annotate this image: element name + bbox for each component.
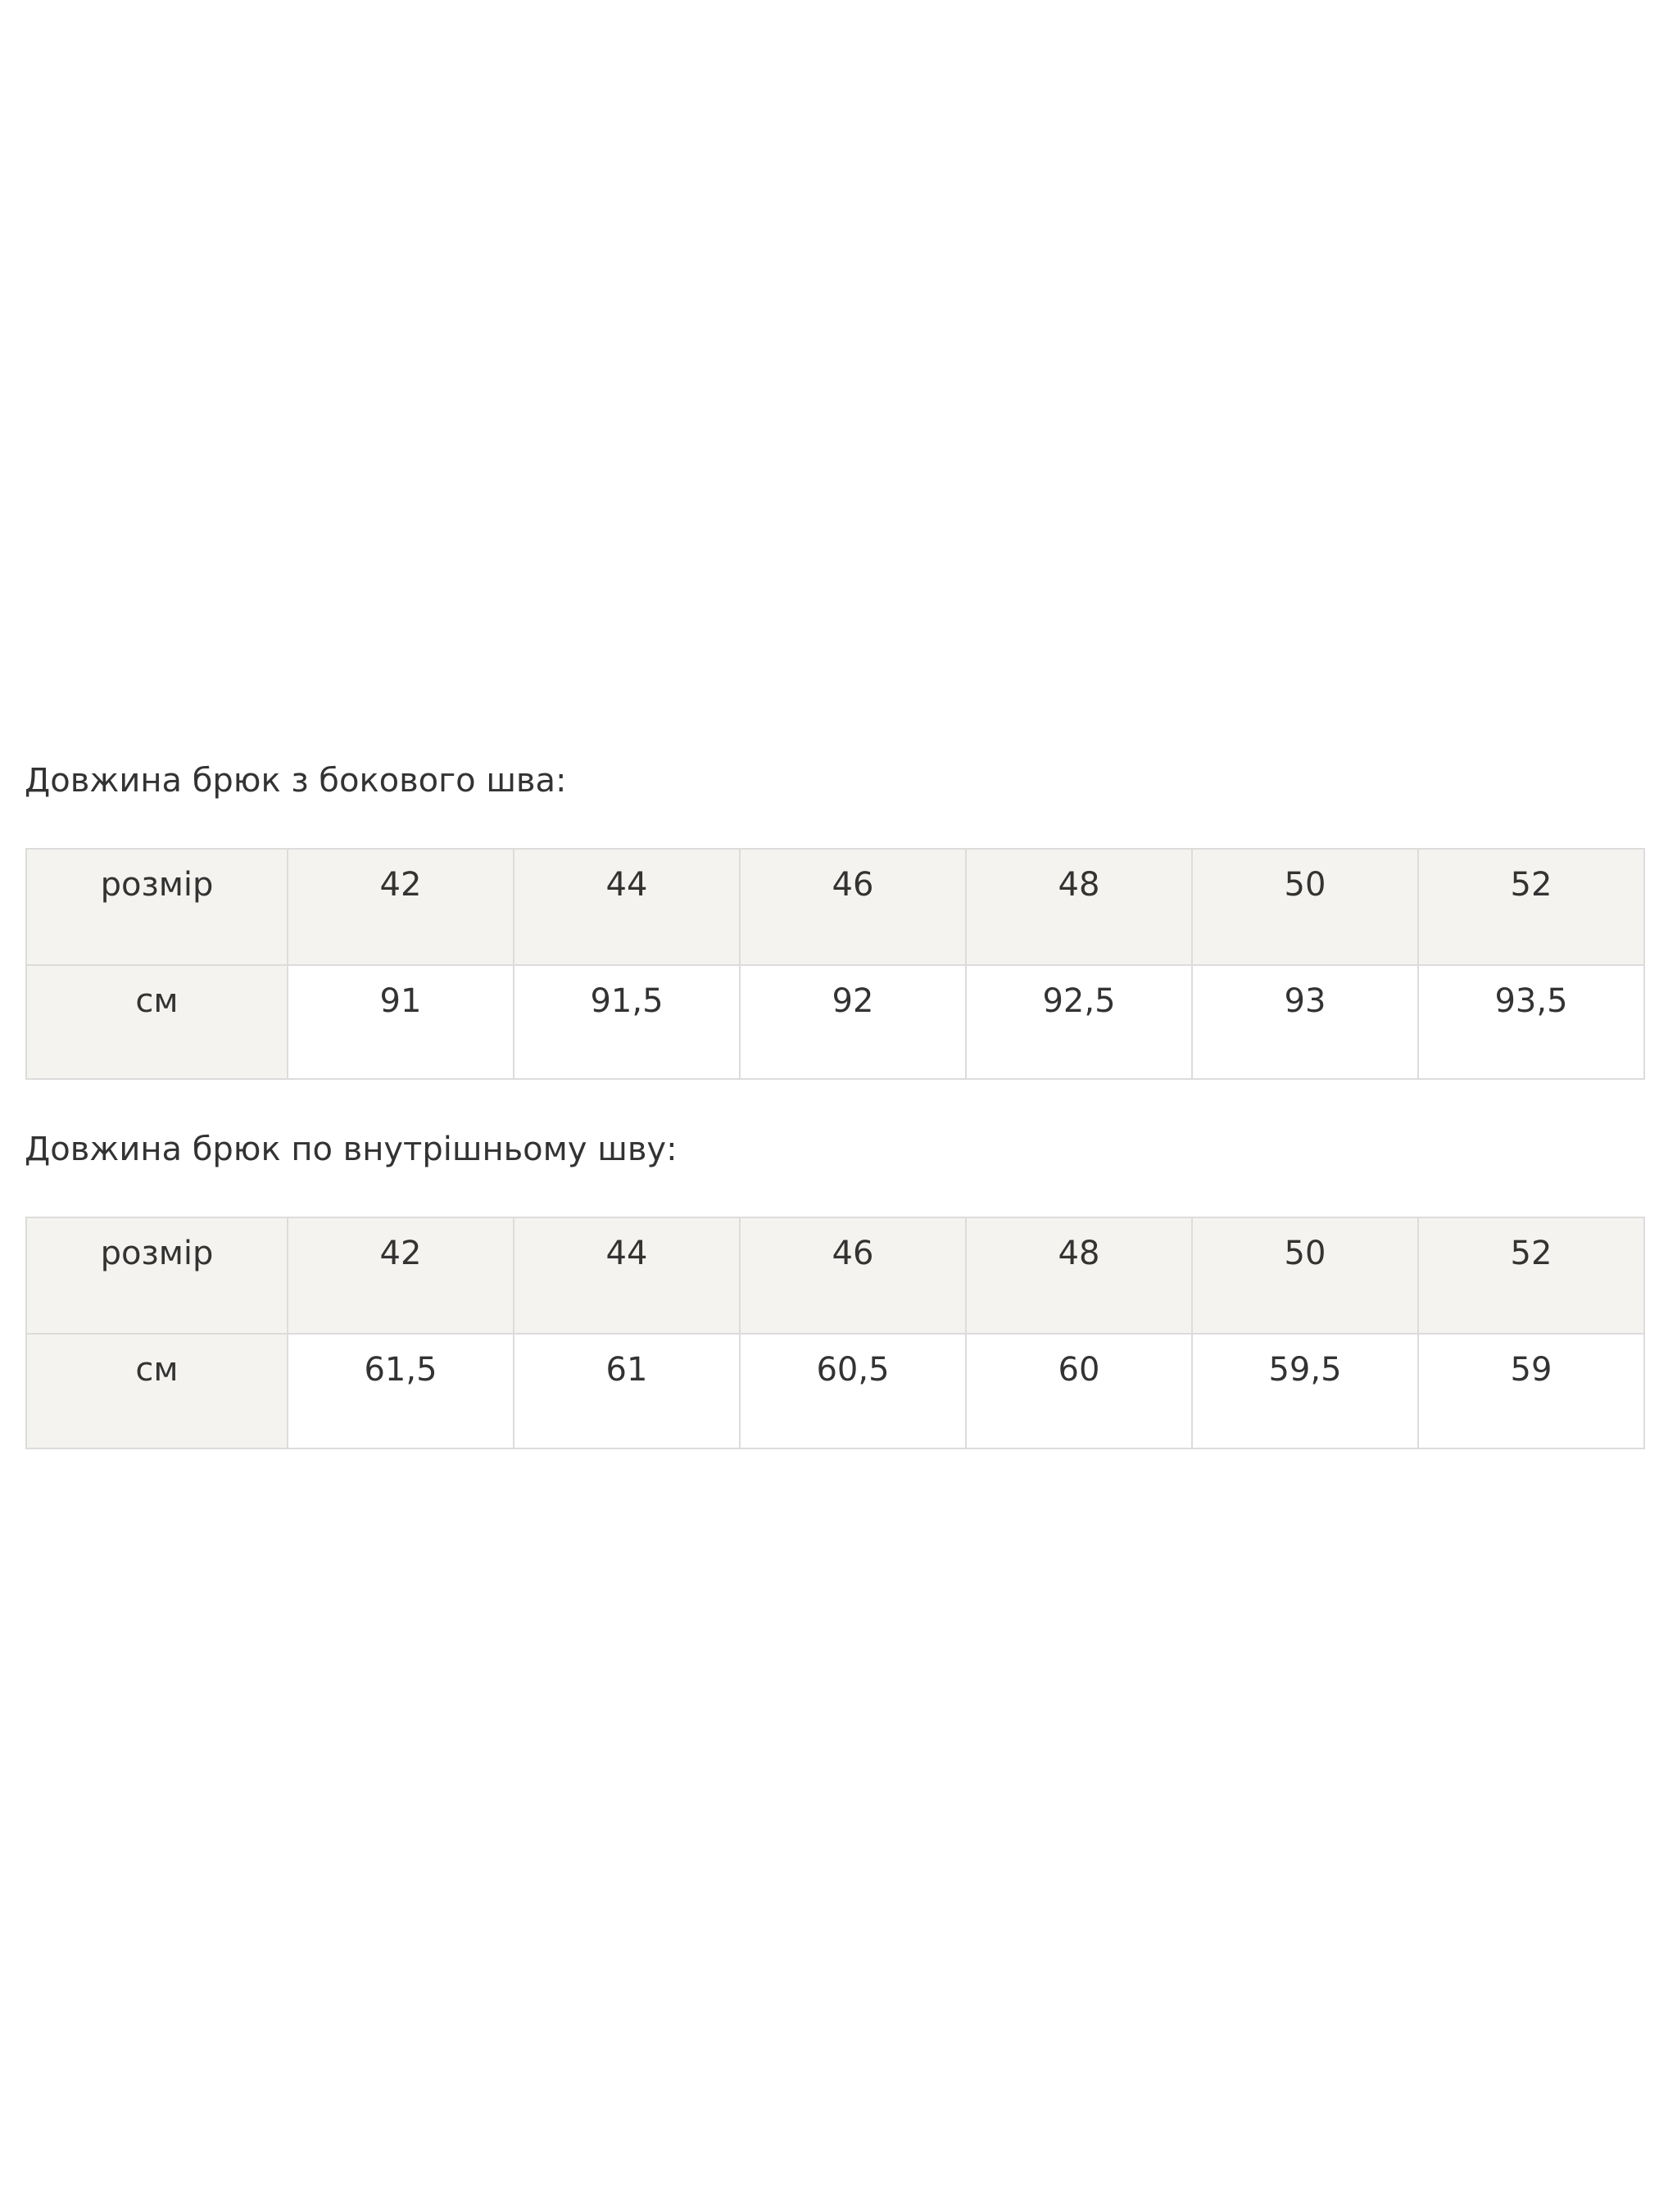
unit-label: см (25, 964, 288, 1080)
size-cell: 48 (965, 1217, 1193, 1335)
size-header-label: розмір (25, 1217, 288, 1335)
value-cell: 61,5 (287, 1333, 514, 1449)
side-seam-title: Довжина брюк з бокового шва: (25, 762, 567, 800)
size-cell: 48 (965, 848, 1193, 966)
table-row: розмір 42 44 46 48 50 52 (25, 848, 1645, 966)
side-seam-size-table: розмір 42 44 46 48 50 52 см 91 91,5 92 9… (25, 848, 1645, 1080)
value-cell: 91,5 (513, 964, 741, 1080)
size-cell: 42 (287, 848, 514, 966)
size-cell: 46 (739, 848, 967, 966)
value-cell: 61 (513, 1333, 741, 1449)
table-row: розмір 42 44 46 48 50 52 (25, 1217, 1645, 1335)
value-cell: 59,5 (1191, 1333, 1419, 1449)
size-cell: 52 (1417, 848, 1645, 966)
value-cell: 60,5 (739, 1333, 967, 1449)
value-cell: 59 (1417, 1333, 1645, 1449)
inseam-size-table: розмір 42 44 46 48 50 52 см 61,5 61 60,5… (25, 1217, 1645, 1449)
size-cell: 46 (739, 1217, 967, 1335)
table-row: см 61,5 61 60,5 60 59,5 59 (25, 1333, 1645, 1449)
size-cell: 50 (1191, 848, 1419, 966)
table-row: см 91 91,5 92 92,5 93 93,5 (25, 964, 1645, 1080)
size-cell: 52 (1417, 1217, 1645, 1335)
size-header-label: розмір (25, 848, 288, 966)
size-cell: 42 (287, 1217, 514, 1335)
inseam-title: Довжина брюк по внутрішньому шву: (25, 1131, 678, 1168)
size-cell: 50 (1191, 1217, 1419, 1335)
value-cell: 92,5 (965, 964, 1193, 1080)
value-cell: 60 (965, 1333, 1193, 1449)
unit-label: см (25, 1333, 288, 1449)
size-cell: 44 (513, 1217, 741, 1335)
value-cell: 93,5 (1417, 964, 1645, 1080)
value-cell: 91 (287, 964, 514, 1080)
value-cell: 92 (739, 964, 967, 1080)
size-cell: 44 (513, 848, 741, 966)
value-cell: 93 (1191, 964, 1419, 1080)
